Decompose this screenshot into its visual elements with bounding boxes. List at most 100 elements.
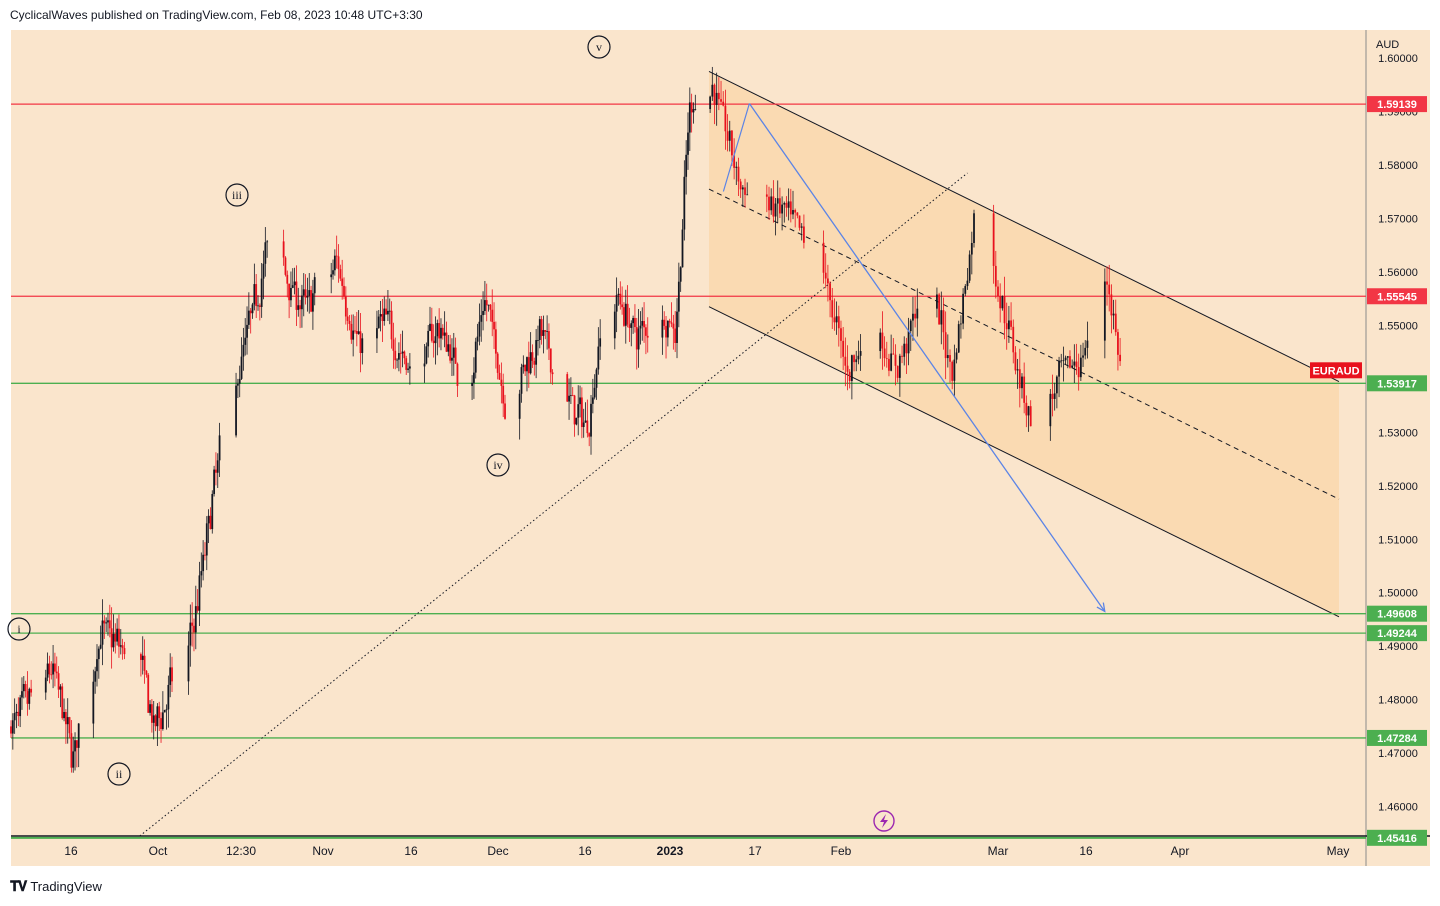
price-tick-label: 1.49000 xyxy=(1378,641,1418,653)
price-tick-label: 1.47000 xyxy=(1378,748,1418,760)
candle xyxy=(235,372,237,438)
candle xyxy=(118,614,120,658)
candle xyxy=(833,298,836,331)
candle xyxy=(1073,344,1076,383)
candle xyxy=(617,288,620,306)
price-tick-label: 1.46000 xyxy=(1378,802,1418,814)
candle xyxy=(584,402,587,423)
candle xyxy=(291,268,294,289)
candle xyxy=(74,732,76,771)
candle xyxy=(685,140,688,195)
candle xyxy=(21,677,23,710)
candle xyxy=(425,342,428,365)
lightning-icon[interactable] xyxy=(873,810,895,832)
candle xyxy=(1053,382,1056,411)
candle xyxy=(187,631,190,695)
candle xyxy=(242,327,245,371)
candle xyxy=(957,320,960,354)
candle xyxy=(202,540,205,581)
wave-label: i xyxy=(7,617,31,641)
channel-median-line[interactable] xyxy=(708,188,1340,500)
candle xyxy=(898,353,901,397)
channel-lower-line[interactable] xyxy=(708,306,1340,618)
currency-label: AUD xyxy=(1376,39,1399,51)
candle xyxy=(97,646,100,679)
candle xyxy=(1103,268,1106,359)
price-tick-label: 1.56000 xyxy=(1378,267,1418,279)
trendline[interactable] xyxy=(139,172,968,837)
candle xyxy=(114,623,117,654)
svg-text:1.59139: 1.59139 xyxy=(1377,99,1417,111)
candle xyxy=(75,740,78,768)
candle xyxy=(160,712,162,743)
candle xyxy=(452,332,455,376)
candle xyxy=(213,465,215,497)
candle xyxy=(209,507,212,530)
candle xyxy=(546,315,549,350)
tradingview-logo-icon: 𝐓𝐕 xyxy=(10,878,27,894)
candle xyxy=(549,348,552,384)
candle xyxy=(282,229,285,266)
candle xyxy=(473,357,475,399)
candle xyxy=(774,198,777,236)
candle xyxy=(154,714,157,732)
horizontal-levels[interactable] xyxy=(11,103,1366,839)
candle xyxy=(1055,375,1058,409)
candle xyxy=(1003,276,1006,340)
candle xyxy=(800,223,803,241)
candle xyxy=(634,304,636,333)
parallel-channel[interactable] xyxy=(708,70,1340,618)
candle xyxy=(123,641,126,660)
channel-upper-line[interactable] xyxy=(708,70,1340,382)
candle xyxy=(883,336,886,367)
candle xyxy=(785,196,788,217)
level-price-tag: 1.45416 xyxy=(1367,829,1427,846)
candle xyxy=(1023,362,1026,414)
candle xyxy=(494,321,497,369)
candle xyxy=(445,321,448,352)
candle xyxy=(24,680,27,698)
wave-label: iv xyxy=(486,453,510,477)
candle xyxy=(544,330,547,340)
candle xyxy=(352,314,355,357)
candle xyxy=(713,83,716,125)
candle xyxy=(54,652,56,687)
level-price-tag: 1.47284 xyxy=(1367,729,1427,746)
candle xyxy=(837,305,840,347)
candle xyxy=(436,319,439,356)
arrow-connector xyxy=(722,103,750,192)
candle xyxy=(332,259,334,280)
candle xyxy=(835,301,838,335)
candle xyxy=(942,297,945,350)
candle xyxy=(1082,342,1084,368)
candle xyxy=(333,249,336,276)
price-tags: 1.59139 1.55545 1.53917 1.49608 1.49244 1.472… xyxy=(1310,96,1427,846)
candle xyxy=(571,387,574,397)
candle xyxy=(152,700,155,740)
candle xyxy=(286,270,289,298)
time-tick-label: Oct xyxy=(149,844,168,858)
arrow-line[interactable] xyxy=(748,103,1106,612)
dotted-trendline[interactable] xyxy=(139,172,968,837)
candle xyxy=(108,604,111,638)
candle xyxy=(1010,302,1012,331)
candle xyxy=(143,639,146,684)
candle xyxy=(789,188,792,223)
candle xyxy=(1018,348,1021,408)
candle xyxy=(240,337,243,381)
candle xyxy=(624,289,627,344)
candle xyxy=(879,328,882,359)
candle xyxy=(44,669,47,700)
candle xyxy=(191,602,194,647)
candle xyxy=(194,585,197,650)
symbol-badge[interactable]: EURAUD xyxy=(1310,362,1362,379)
candle xyxy=(193,618,195,652)
price-axis-ticks: 1.600001.590001.580001.570001.560001.550… xyxy=(1378,53,1418,814)
projection-arrow[interactable] xyxy=(722,103,1106,613)
candle xyxy=(348,315,351,331)
candle xyxy=(403,350,406,365)
candle xyxy=(955,348,958,364)
candle xyxy=(189,604,192,667)
